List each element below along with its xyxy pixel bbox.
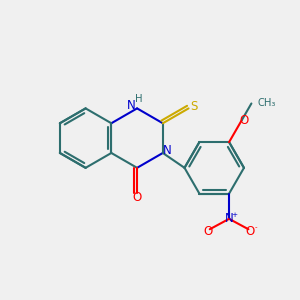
Text: S: S [190, 100, 197, 113]
Text: N: N [162, 145, 171, 158]
Text: -: - [255, 224, 258, 230]
Text: N: N [225, 212, 233, 225]
Text: H: H [135, 94, 143, 104]
Text: O: O [203, 225, 212, 238]
Text: +: + [231, 212, 237, 218]
Text: CH₃: CH₃ [257, 98, 276, 109]
Text: O: O [133, 190, 142, 204]
Text: O: O [246, 225, 255, 238]
Text: O: O [239, 114, 248, 127]
Text: N: N [127, 99, 136, 112]
